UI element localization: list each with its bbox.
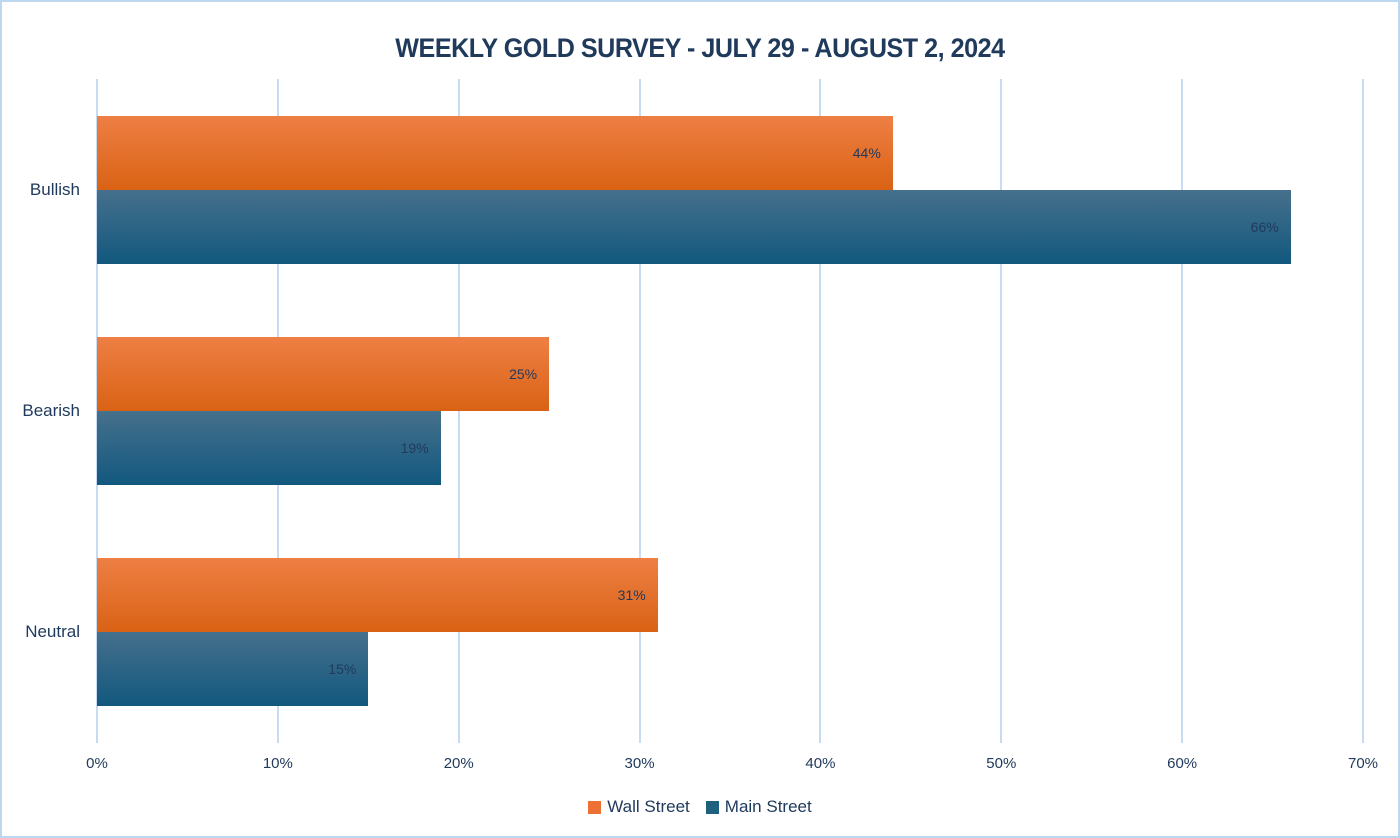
category-label-neutral: Neutral [25,622,80,642]
value-label-main-street-neutral: 15% [328,661,357,678]
x-tick-label-30: 30% [624,755,655,772]
legend-label-wall-street: Wall Street [607,797,690,816]
gridline-30 [638,79,641,743]
bar-wall-street-neutral: 31% [97,558,658,633]
bar-wall-street-bearish: 25% [97,337,550,411]
bar-main-street-neutral: 15% [97,632,369,707]
value-label-wall-street-bullish: 44% [852,144,881,161]
plot-area: 44% 66% 25% 19% 31% 15% [96,79,1364,743]
gridline-20 [457,79,460,743]
legend-item-wall-street: Wall Street [588,797,690,817]
legend-label-main-street: Main Street [724,797,812,816]
legend-item-main-street: Main Street [705,797,812,817]
x-tick-label-20: 20% [443,755,474,772]
x-tick-label-10: 10% [262,755,293,772]
value-label-wall-street-neutral: 31% [617,587,646,604]
x-tick-label-70: 70% [1347,755,1379,772]
chart-title: WEEKLY GOLD SURVEY - JULY 29 - AUGUST 2,… [395,33,1005,63]
value-label-main-street-bullish: 66% [1250,218,1279,235]
x-tick-label-60: 60% [1167,755,1198,772]
gridline-70 [1362,79,1364,743]
category-label-bearish: Bearish [22,401,80,420]
legend-swatch-icon-wall-street [588,801,602,814]
gridline-40 [819,79,822,743]
category-label-bullish: Bullish [29,179,80,199]
bar-wall-street-bullish: 44% [97,115,893,190]
x-tick-label-50: 50% [986,755,1017,772]
x-tick-label-0: 0% [86,755,108,772]
bar-main-street-bullish: 66% [97,189,1291,264]
value-label-wall-street-bearish: 25% [509,366,538,382]
legend-swatch-icon-main-street [705,801,719,814]
bar-main-street-bearish: 19% [97,411,441,485]
gridline-60 [1181,79,1184,743]
gridline-50 [1000,79,1003,743]
value-label-main-street-bearish: 19% [400,440,429,456]
x-tick-label-40: 40% [805,755,836,772]
legend: Wall Street Main Street [2,797,1398,817]
